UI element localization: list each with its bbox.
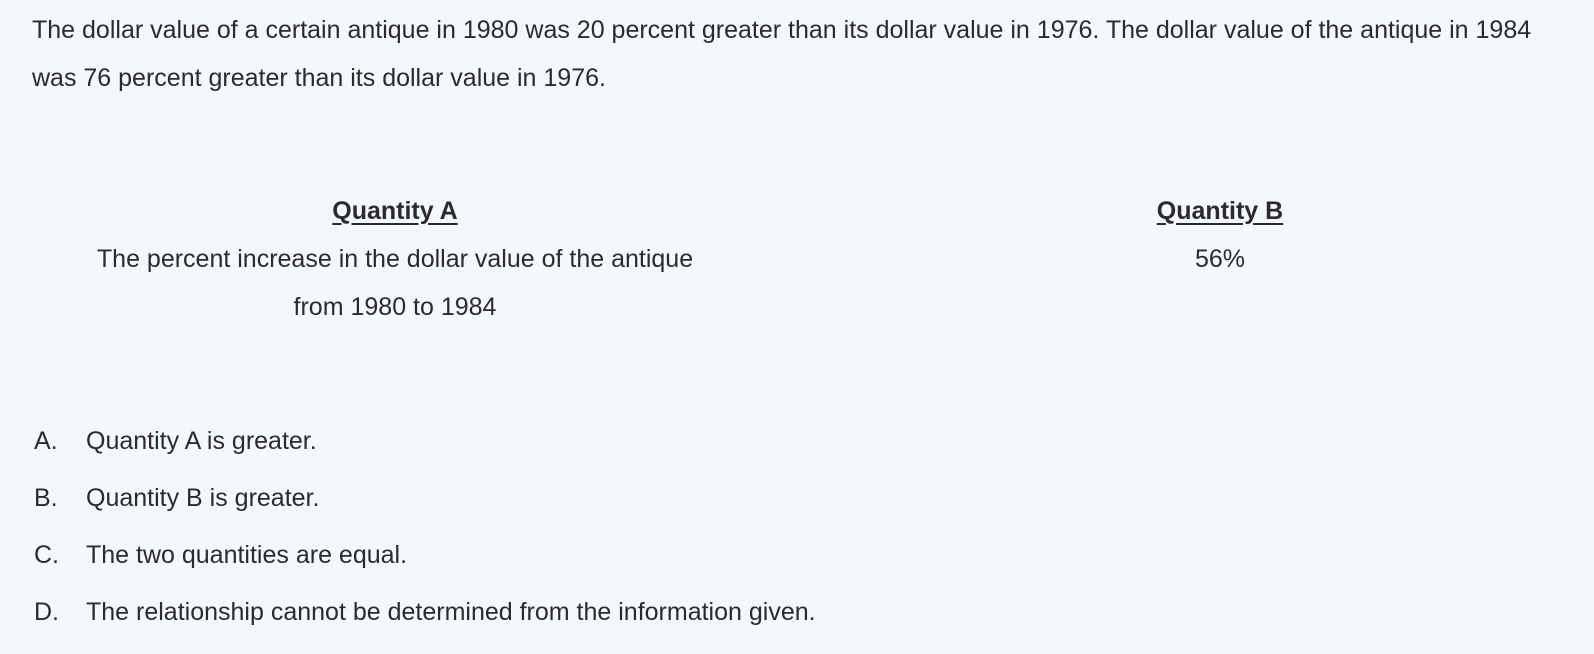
option-a-text: Quantity A is greater. <box>86 427 317 455</box>
option-d-letter: D. <box>34 598 59 626</box>
quantity-a-text: The percent increase in the dollar value… <box>96 245 694 321</box>
option-d-text: The relationship cannot be determined fr… <box>86 598 816 626</box>
question-stem: The dollar value of a certain antique in… <box>32 16 1532 92</box>
option-b-letter: B. <box>34 484 58 512</box>
option-a[interactable]: A. Quantity A is greater. <box>34 413 816 470</box>
option-c-letter: C. <box>34 541 59 569</box>
option-c-text: The two quantities are equal. <box>86 541 408 569</box>
option-b[interactable]: B. Quantity B is greater. <box>34 470 816 527</box>
option-c[interactable]: C. The two quantities are equal. <box>34 527 816 584</box>
option-a-letter: A. <box>34 427 58 455</box>
quantity-b-text: 56% <box>1194 245 1246 273</box>
quantity-a-heading: Quantity A <box>332 197 458 225</box>
answer-options: A. Quantity A is greater. B. Quantity B … <box>34 413 816 641</box>
option-b-text: Quantity B is greater. <box>86 484 320 512</box>
quantity-b-heading: Quantity B <box>1156 197 1284 225</box>
option-d[interactable]: D. The relationship cannot be determined… <box>34 584 816 641</box>
